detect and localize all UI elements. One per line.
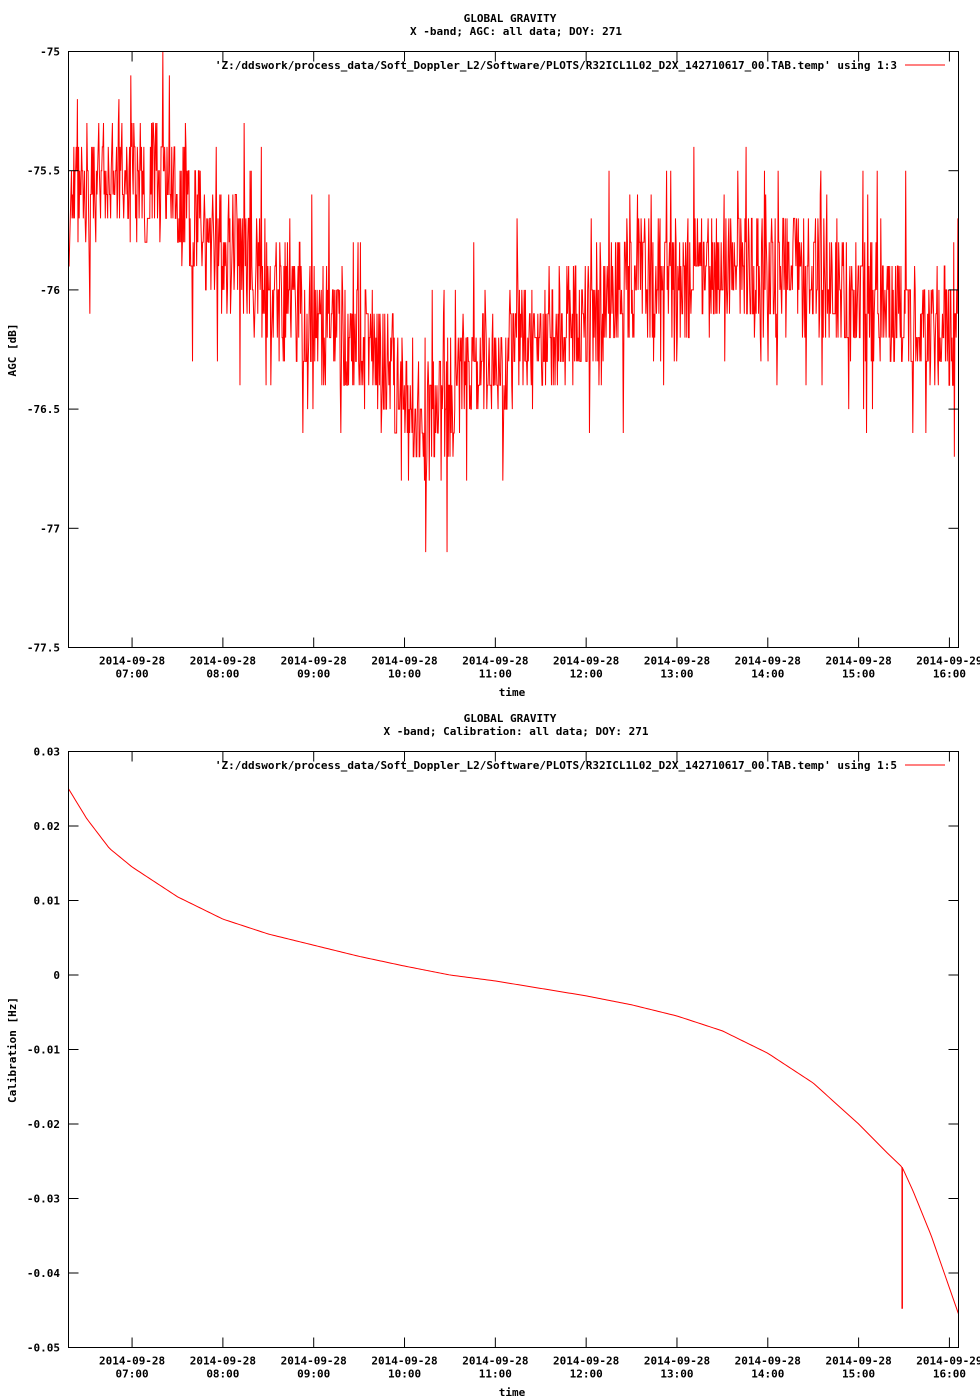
agc-y-tick-label: -76.5: [27, 403, 60, 416]
calibration-x-tick-time: 14:00: [751, 1368, 784, 1381]
agc-y-axis-label: AGC [dB]: [6, 324, 19, 377]
agc-x-tick-time: 12:00: [570, 668, 603, 681]
agc-x-tick-date: 2014-09-28: [190, 655, 256, 668]
calibration-x-tick-date: 2014-09-28: [462, 1355, 528, 1368]
calibration-chart-title: GLOBAL GRAVITY: [464, 712, 557, 725]
agc-x-tick-date: 2014-09-28: [825, 655, 891, 668]
calibration-x-tick-date: 2014-09-28: [281, 1355, 347, 1368]
agc-y-tick-label: -75.5: [27, 165, 60, 178]
agc-x-tick-time: 09:00: [297, 668, 330, 681]
agc-x-tick-date: 2014-09-28: [644, 655, 710, 668]
agc-y-tick-label: -75: [40, 46, 60, 59]
calibration-plot-frame: [68, 751, 959, 1348]
agc-x-tick-date: 2014-09-28: [735, 655, 801, 668]
calibration-y-tick-label: -0.03: [27, 1193, 60, 1206]
calibration-y-tick-label: 0: [53, 969, 60, 982]
calibration-y-tick-label: 0.02: [34, 820, 61, 833]
agc-x-tick-time: 07:00: [116, 668, 149, 681]
agc-tick-group: -75-75.5-76-76.5-77-77.52014-09-2807:002…: [27, 46, 980, 681]
calibration-y-tick-label: 0.01: [34, 895, 61, 908]
agc-x-tick-time: 10:00: [388, 668, 421, 681]
calibration-y-axis-label: Calibration [Hz]: [6, 997, 19, 1103]
agc-plot-frame: [68, 51, 959, 648]
calibration-x-tick-date: 2014-09-28: [190, 1355, 256, 1368]
agc-y-tick-label: -76: [40, 284, 60, 297]
agc-x-tick-date: 2014-09-28: [281, 655, 347, 668]
agc-chart-subtitle: X -band; AGC: all data; DOY: 271: [410, 25, 622, 38]
calibration-x-axis-label: time: [499, 1386, 526, 1399]
calibration-x-tick-time: 10:00: [388, 1368, 421, 1381]
agc-x-tick-date: 2014-09-28: [371, 655, 437, 668]
calibration-x-tick-date: 2014-09-28: [644, 1355, 710, 1368]
agc-x-tick-date: 2014-09-28: [99, 655, 165, 668]
calibration-x-tick-date: 2014-09-28: [99, 1355, 165, 1368]
calibration-x-tick-time: 12:00: [570, 1368, 603, 1381]
calibration-x-tick-time: 16:00: [933, 1368, 966, 1381]
calibration-x-tick-time: 08:00: [206, 1368, 239, 1381]
agc-x-tick-date: 2014-09-28: [462, 655, 528, 668]
calibration-x-tick-date: 2014-09-29: [916, 1355, 980, 1368]
agc-x-tick-time: 13:00: [660, 668, 693, 681]
agc-y-tick-label: -77.5: [27, 642, 60, 655]
calibration-y-tick-label: -0.05: [27, 1342, 60, 1355]
calibration-x-tick-date: 2014-09-28: [371, 1355, 437, 1368]
agc-x-tick-time: 08:00: [206, 668, 239, 681]
calibration-x-tick-time: 11:00: [479, 1368, 512, 1381]
agc-x-tick-date: 2014-09-29: [916, 655, 980, 668]
agc-x-tick-time: 15:00: [842, 668, 875, 681]
agc-x-tick-time: 14:00: [751, 668, 784, 681]
agc-x-axis-label: time: [499, 686, 526, 699]
agc-legend-label: 'Z:/ddswork/process_data/Soft_Doppler_L2…: [215, 59, 897, 72]
calibration-x-tick-date: 2014-09-28: [553, 1355, 619, 1368]
calibration-chart-subtitle: X -band; Calibration: all data; DOY: 271: [384, 725, 649, 738]
calibration-x-tick-date: 2014-09-28: [735, 1355, 801, 1368]
agc-series-line: [68, 51, 959, 553]
calibration-x-tick-date: 2014-09-28: [825, 1355, 891, 1368]
agc-x-tick-time: 11:00: [479, 668, 512, 681]
agc-y-tick-label: -77: [40, 522, 60, 535]
agc-chart: GLOBAL GRAVITY X -band; AGC: all data; D…: [6, 12, 980, 699]
agc-x-tick-time: 16:00: [933, 668, 966, 681]
calibration-x-tick-time: 09:00: [297, 1368, 330, 1381]
calibration-tick-group: 0.03 0.02 0.01 0 -0.01 -0.02 -0.03 -0.04 -0.05 20…: [27, 746, 980, 1381]
calibration-x-tick-time: 07:00: [116, 1368, 149, 1381]
calibration-y-tick-label: -0.02: [27, 1118, 60, 1131]
calibration-y-tick-label: 0.03: [34, 746, 61, 759]
calibration-y-tick-label: -0.01: [27, 1044, 60, 1057]
calibration-x-tick-time: 15:00: [842, 1368, 875, 1381]
calibration-series-line: [68, 788, 959, 1315]
calibration-legend-label: 'Z:/ddswork/process_data/Soft_Doppler_L2…: [215, 759, 897, 772]
agc-x-tick-date: 2014-09-28: [553, 655, 619, 668]
agc-chart-title: GLOBAL GRAVITY: [464, 12, 557, 25]
calibration-chart: GLOBAL GRAVITY X -band; Calibration: all…: [6, 712, 980, 1399]
calibration-x-tick-time: 13:00: [660, 1368, 693, 1381]
calibration-y-tick-label: -0.04: [27, 1267, 60, 1280]
